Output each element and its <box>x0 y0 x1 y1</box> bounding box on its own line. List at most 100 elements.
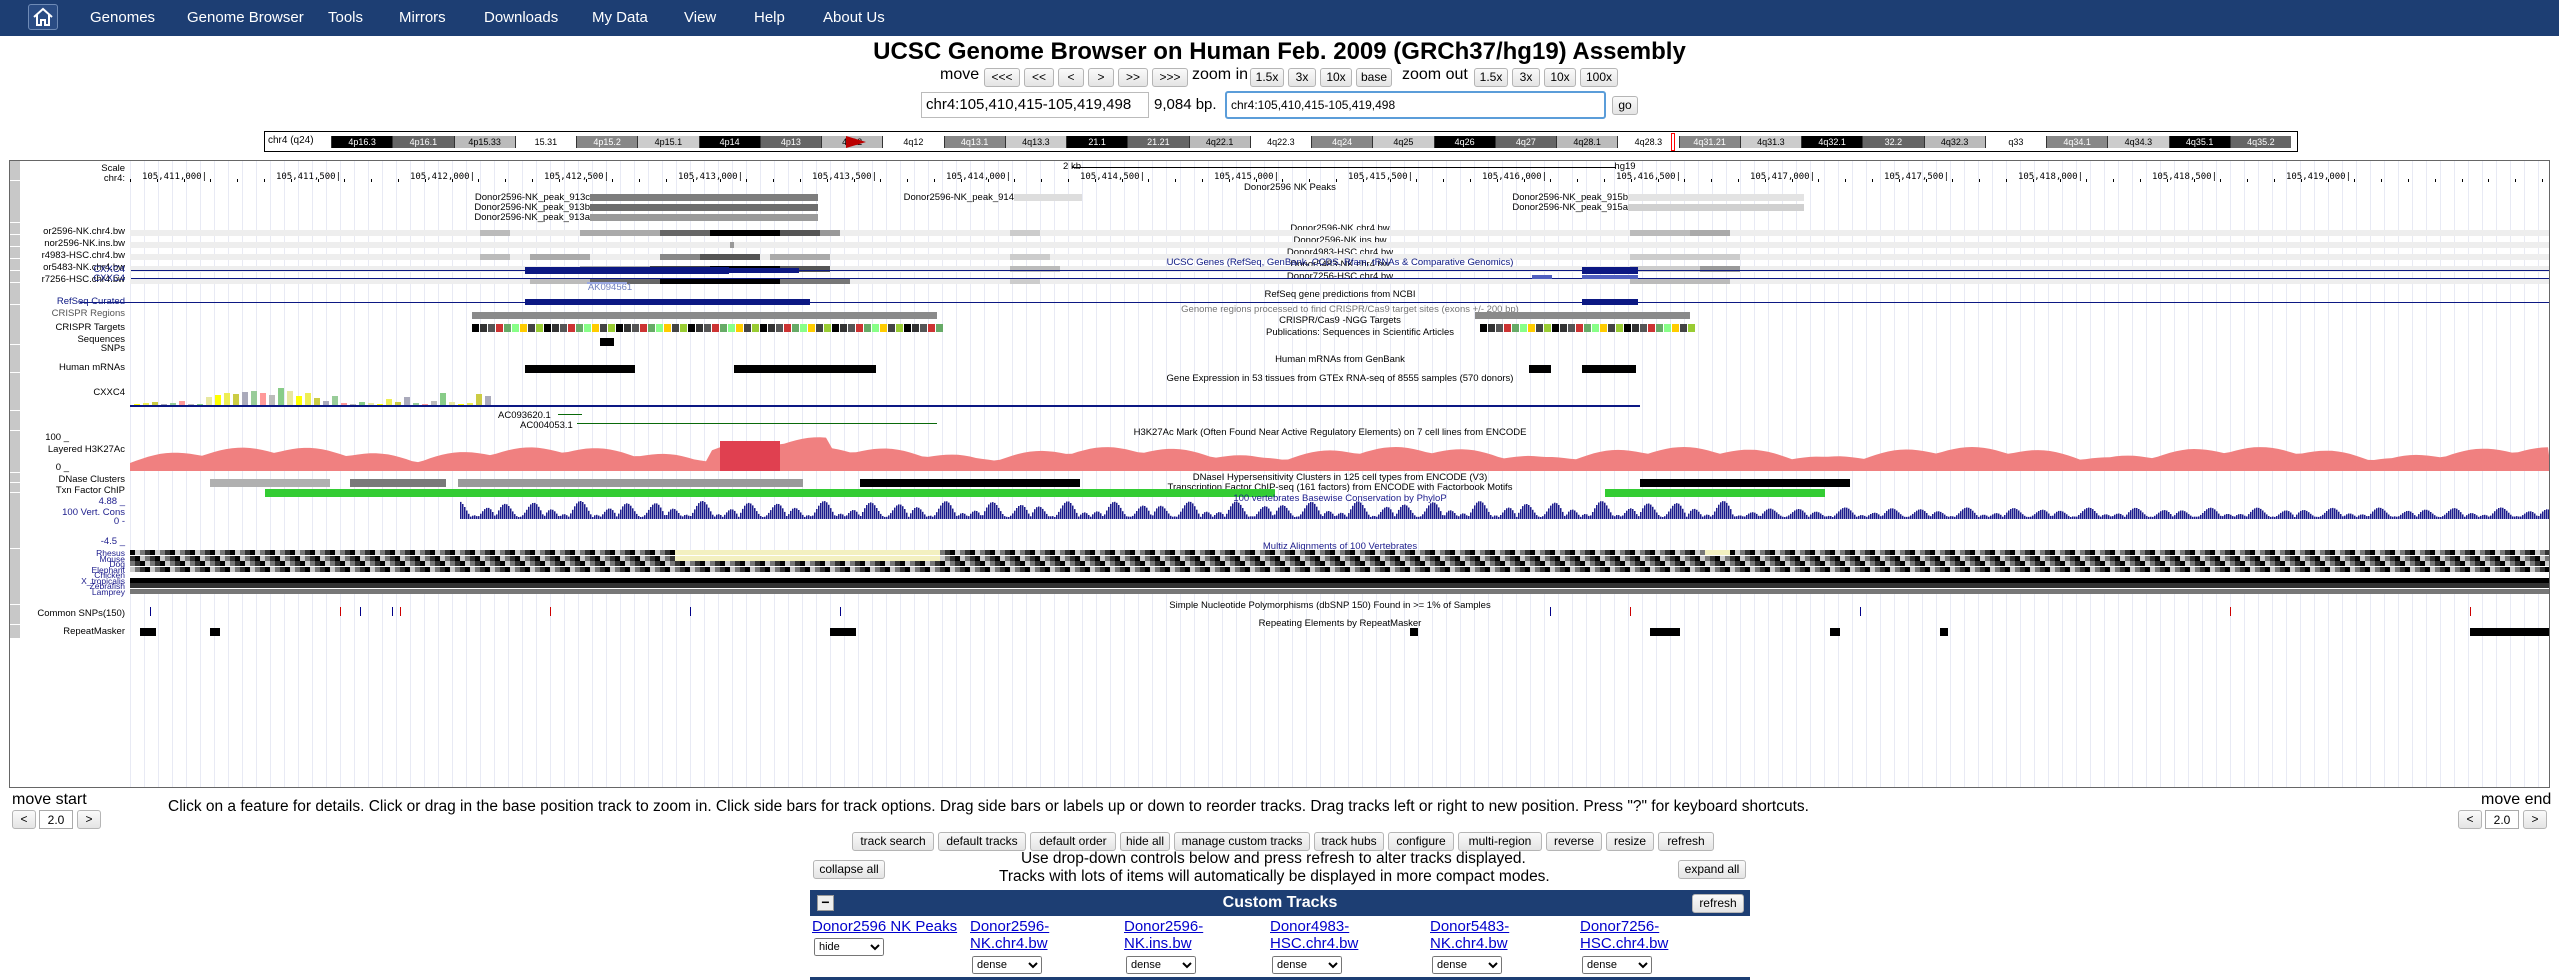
snp-marker[interactable] <box>400 607 401 616</box>
ideogram-band[interactable]: 4q13.3 <box>1004 136 1066 148</box>
crispr-target[interactable] <box>1664 324 1671 332</box>
gtex-tissue-bar[interactable] <box>305 392 311 406</box>
publications-label-snps[interactable]: SNPs <box>100 343 125 354</box>
crispr-target[interactable] <box>936 324 943 332</box>
track-search-button[interactable]: track search <box>852 832 934 851</box>
ideogram-band[interactable]: 4q31.21 <box>1678 136 1740 148</box>
refseq-curated-label[interactable]: RefSeq Curated <box>56 296 125 307</box>
gtex-tissue-bar[interactable] <box>296 396 302 406</box>
nav-downloads[interactable]: Downloads <box>484 9 559 26</box>
gene-cxxc4-intron-1[interactable] <box>131 270 2549 271</box>
tfbs-cluster[interactable] <box>1085 489 1095 497</box>
dnase-cluster[interactable] <box>1640 479 1850 487</box>
gtex-expression-bars[interactable] <box>130 381 510 406</box>
bw-track-label[interactable]: r7256-HSC.chr4.bw <box>41 274 125 285</box>
expand-all-button[interactable]: expand all <box>1678 860 1746 879</box>
bw-track-label[interactable]: nor2596-NK.ins.bw <box>44 238 125 249</box>
h3k27ac-peak[interactable] <box>720 441 780 471</box>
track-side-bar[interactable] <box>10 473 20 483</box>
tfbs-cluster[interactable] <box>995 489 1005 497</box>
bw-signal-block[interactable] <box>780 230 820 236</box>
tfbs-cluster[interactable] <box>1145 489 1155 497</box>
search-input[interactable] <box>1225 91 1606 119</box>
tfbs-cluster[interactable] <box>925 489 935 497</box>
bw-signal-block[interactable] <box>660 230 710 236</box>
bw-signal-block[interactable] <box>530 254 590 260</box>
crispr-target[interactable] <box>768 324 775 332</box>
crispr-target[interactable] <box>824 324 831 332</box>
crispr-target[interactable] <box>832 324 839 332</box>
crispr-target[interactable] <box>1544 324 1551 332</box>
tfbs-cluster[interactable] <box>1745 489 1755 497</box>
dnase-label[interactable]: DNase Clusters <box>58 474 125 485</box>
bw-track-label[interactable]: r4983-HSC.chr4.bw <box>41 250 125 261</box>
tfbs-cluster[interactable] <box>555 489 565 497</box>
crispr-target[interactable] <box>640 324 647 332</box>
repeat-elements[interactable] <box>130 628 2549 636</box>
custom-track-mode-select[interactable]: dense <box>972 956 1042 974</box>
tfbs-cluster[interactable] <box>545 489 555 497</box>
refresh-button[interactable]: refresh <box>1658 832 1714 851</box>
gtex-tissue-bar[interactable] <box>368 402 374 406</box>
tfbs-cluster[interactable] <box>675 489 685 497</box>
nav-help[interactable]: Help <box>754 9 785 26</box>
zoom-in-10x-button[interactable]: 10x <box>1320 68 1352 87</box>
crispr-target[interactable] <box>592 324 599 332</box>
custom-track-link[interactable]: Donor2596-NK.ins.bw <box>1124 918 1204 952</box>
crispr-target[interactable] <box>752 324 759 332</box>
dnase-cluster[interactable] <box>210 479 330 487</box>
gtex-tissue-bar[interactable] <box>395 401 401 406</box>
tfbs-cluster[interactable] <box>685 489 695 497</box>
custom-track-link[interactable]: Donor2596-NK.chr4.bw <box>970 918 1050 952</box>
tfbs-cluster[interactable] <box>385 489 395 497</box>
crispr-target[interactable] <box>928 324 935 332</box>
gtex-tissue-bar[interactable] <box>224 392 230 406</box>
tfbs-cluster[interactable] <box>345 489 355 497</box>
gtex-tissue-bar[interactable] <box>233 393 239 406</box>
tfbs-cluster[interactable] <box>1115 489 1125 497</box>
tfbs-cluster[interactable] <box>775 489 785 497</box>
tfbs-cluster[interactable] <box>1695 489 1705 497</box>
snp-marker[interactable] <box>840 607 841 616</box>
dnase-cluster[interactable] <box>860 479 1080 487</box>
crispr-target[interactable] <box>1600 324 1607 332</box>
nav-view[interactable]: View <box>684 9 717 26</box>
tfbs-cluster[interactable] <box>1055 489 1065 497</box>
crispr-target[interactable] <box>880 324 887 332</box>
bw-signal-block[interactable] <box>1700 266 1740 272</box>
tfbs-cluster[interactable] <box>875 489 885 497</box>
tfbs-cluster[interactable] <box>1025 489 1035 497</box>
nav-genome-browser[interactable]: Genome Browser <box>187 9 304 26</box>
crispr-target[interactable] <box>1568 324 1575 332</box>
move-right-mid-button[interactable]: >> <box>1118 68 1148 87</box>
crispr-target[interactable] <box>544 324 551 332</box>
track-side-bar[interactable] <box>10 493 20 549</box>
gtex-tissue-bar[interactable] <box>260 392 266 406</box>
crispr-target[interactable] <box>1648 324 1655 332</box>
zoom-in-1.5x-button[interactable]: 1.5x <box>1250 68 1284 87</box>
collapse-custom-tracks-button[interactable]: − <box>817 895 834 911</box>
crispr-target[interactable] <box>472 324 479 332</box>
hide-all-button[interactable]: hide all <box>1120 832 1170 851</box>
gene-exon[interactable] <box>1582 275 1638 279</box>
tfbs-cluster[interactable] <box>1725 489 1735 497</box>
ideogram-band[interactable]: 32.2 <box>1862 136 1924 148</box>
repeat-element[interactable] <box>140 628 156 636</box>
mrna-label[interactable]: Human mRNAs <box>59 362 125 373</box>
tfbs-cluster[interactable] <box>935 489 945 497</box>
repeat-element[interactable] <box>1650 628 1680 636</box>
tfbs-cluster[interactable] <box>1245 489 1255 497</box>
crispr-target[interactable] <box>560 324 567 332</box>
crispr-target[interactable] <box>504 324 511 332</box>
bw-signal-block[interactable] <box>1010 266 1060 272</box>
tfbs-cluster[interactable] <box>1195 489 1205 497</box>
tfbs-cluster[interactable] <box>1015 489 1025 497</box>
peak-914-label[interactable]: Donor2596-NK_peak_914 <box>903 192 1014 203</box>
tfbs-cluster[interactable] <box>745 489 755 497</box>
custom-track-link[interactable]: Donor2596 NK Peaks <box>812 918 958 935</box>
peak-915b-label[interactable]: Donor2596-NK_peak_915b <box>1512 192 1628 203</box>
refseq-exon[interactable] <box>525 299 810 305</box>
bw-signal-block[interactable] <box>590 278 660 284</box>
configure-button[interactable]: configure <box>1388 832 1454 851</box>
tfbs-cluster[interactable] <box>1655 489 1665 497</box>
